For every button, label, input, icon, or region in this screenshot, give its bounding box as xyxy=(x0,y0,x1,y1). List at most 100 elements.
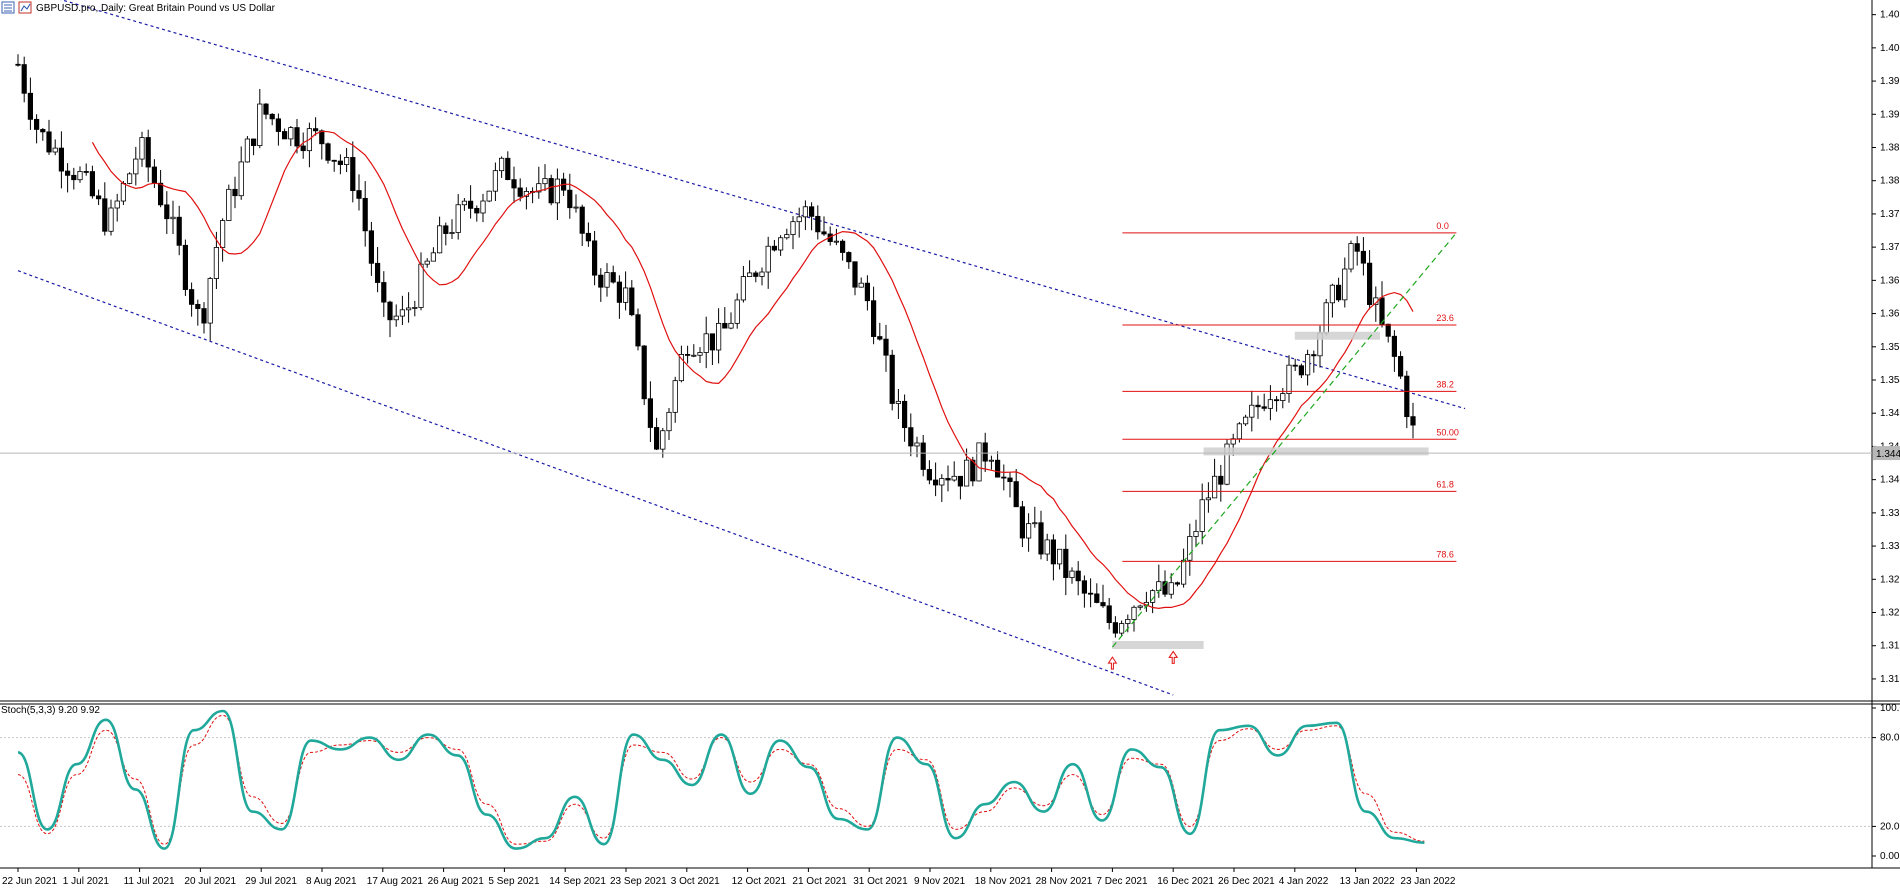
candle-body xyxy=(1311,354,1317,357)
price-tick-label: 1.37755 xyxy=(1880,209,1900,220)
candle-body xyxy=(995,459,1001,478)
candle-body xyxy=(778,237,784,251)
candle-body xyxy=(939,478,945,486)
price-tick-label: 1.33105 xyxy=(1880,541,1900,552)
candle-body xyxy=(1038,522,1044,555)
support-zone[interactable] xyxy=(1294,331,1380,340)
candle-body xyxy=(914,442,920,447)
candle-body xyxy=(1298,365,1304,376)
candle-body xyxy=(926,469,933,481)
candle-body xyxy=(381,282,387,303)
candle-body xyxy=(492,170,499,192)
candle-body xyxy=(641,345,647,400)
candle-body xyxy=(102,198,108,232)
candle-body xyxy=(424,260,430,265)
candle-body xyxy=(145,137,151,168)
fib-level-label: 38.2 xyxy=(1436,379,1454,389)
candle-body xyxy=(294,127,300,147)
candle-body xyxy=(89,171,95,197)
date-tick-label: 8 Aug 2021 xyxy=(306,876,357,887)
candle-body xyxy=(809,206,815,217)
candle-body xyxy=(1162,581,1168,595)
candle-body xyxy=(412,307,418,309)
candle-body xyxy=(325,143,331,161)
trend-line[interactable] xyxy=(1111,232,1457,648)
candle-body xyxy=(951,475,957,481)
candles[interactable] xyxy=(15,54,1416,638)
candle-body xyxy=(1044,539,1050,555)
candle-body xyxy=(34,118,40,130)
candle-body xyxy=(629,287,635,316)
date-tick-label: 16 Dec 2021 xyxy=(1157,876,1214,887)
candle-body xyxy=(796,216,802,223)
fib-level-label: 50.00 xyxy=(1436,427,1459,437)
candle-body xyxy=(635,314,641,347)
stoch-title: Stoch(5,3,3) 9.20 9.92 xyxy=(1,705,100,716)
candle-body xyxy=(1236,423,1242,440)
date-tick-label: 18 Nov 2021 xyxy=(975,876,1032,887)
candle-body xyxy=(1069,570,1075,578)
date-tick-label: 21 Oct 2021 xyxy=(792,876,847,887)
fibonacci-retracement[interactable]: 0.0 23.6 38.2 50.00 61.8 78.6 xyxy=(1111,221,1459,648)
candle-body xyxy=(759,271,765,277)
candle-body xyxy=(1212,475,1218,499)
candle-body xyxy=(945,478,951,481)
price-tick-label: 1.39150 xyxy=(1880,109,1900,120)
candle-body xyxy=(1057,548,1063,565)
candle-body xyxy=(1243,416,1249,425)
support-zone[interactable] xyxy=(1203,447,1429,456)
candle-body xyxy=(1379,297,1385,325)
candle-body xyxy=(480,200,486,214)
channel-line[interactable] xyxy=(18,0,1466,410)
price-tick-label: 1.40545 xyxy=(1880,10,1900,21)
support-zone[interactable] xyxy=(1112,641,1204,649)
stochastic-pane[interactable]: 100.00 80.00 20.00 0.00 xyxy=(0,703,1900,862)
candle-body xyxy=(982,442,988,462)
candle-body xyxy=(802,206,809,218)
date-tick-label: 12 Oct 2021 xyxy=(732,876,787,887)
candle-body xyxy=(1125,619,1131,624)
candle-body xyxy=(871,300,877,337)
chart-window-icon[interactable] xyxy=(18,1,32,14)
candle-body xyxy=(1385,323,1391,337)
candle-body xyxy=(201,308,207,324)
date-tick-label: 22 Jun 2021 xyxy=(2,876,57,887)
candle-body xyxy=(1019,506,1026,539)
candle-body xyxy=(350,157,356,191)
candle-body xyxy=(300,145,306,152)
candle-body xyxy=(697,352,703,356)
date-tick-label: 26 Aug 2021 xyxy=(428,876,485,887)
candle-body xyxy=(1205,497,1211,501)
candle-body xyxy=(889,354,895,404)
candle-body xyxy=(554,178,561,204)
moving-average-line[interactable] xyxy=(91,130,1414,610)
list-icon[interactable] xyxy=(1,1,15,14)
candle-body xyxy=(864,282,871,302)
price-tick-label: 1.35430 xyxy=(1880,375,1900,386)
date-tick-label: 31 Oct 2021 xyxy=(853,876,908,887)
candle-body xyxy=(753,272,759,277)
candle-body xyxy=(244,138,250,163)
candle-body xyxy=(269,113,275,120)
candle-body xyxy=(1131,606,1137,620)
candle-body xyxy=(920,442,926,470)
candle-body xyxy=(722,322,728,329)
candle-body xyxy=(455,204,461,233)
candle-body xyxy=(164,204,170,220)
candle-body xyxy=(1063,548,1069,578)
candle-body xyxy=(96,195,102,200)
candle-body xyxy=(895,400,902,404)
price-tick-label: 1.39615 xyxy=(1880,76,1900,87)
up-arrow-icon xyxy=(1168,650,1179,664)
channel-line[interactable] xyxy=(17,270,1174,696)
date-tick-label: 3 Oct 2021 xyxy=(671,876,720,887)
candle-body xyxy=(970,459,976,482)
candle-body xyxy=(1286,364,1292,394)
candle-body xyxy=(1007,477,1013,483)
date-tick-label: 20 Jul 2021 xyxy=(184,876,236,887)
candle-body xyxy=(405,307,412,311)
candle-body xyxy=(1150,590,1156,603)
stoch-main-line[interactable] xyxy=(17,709,1425,850)
